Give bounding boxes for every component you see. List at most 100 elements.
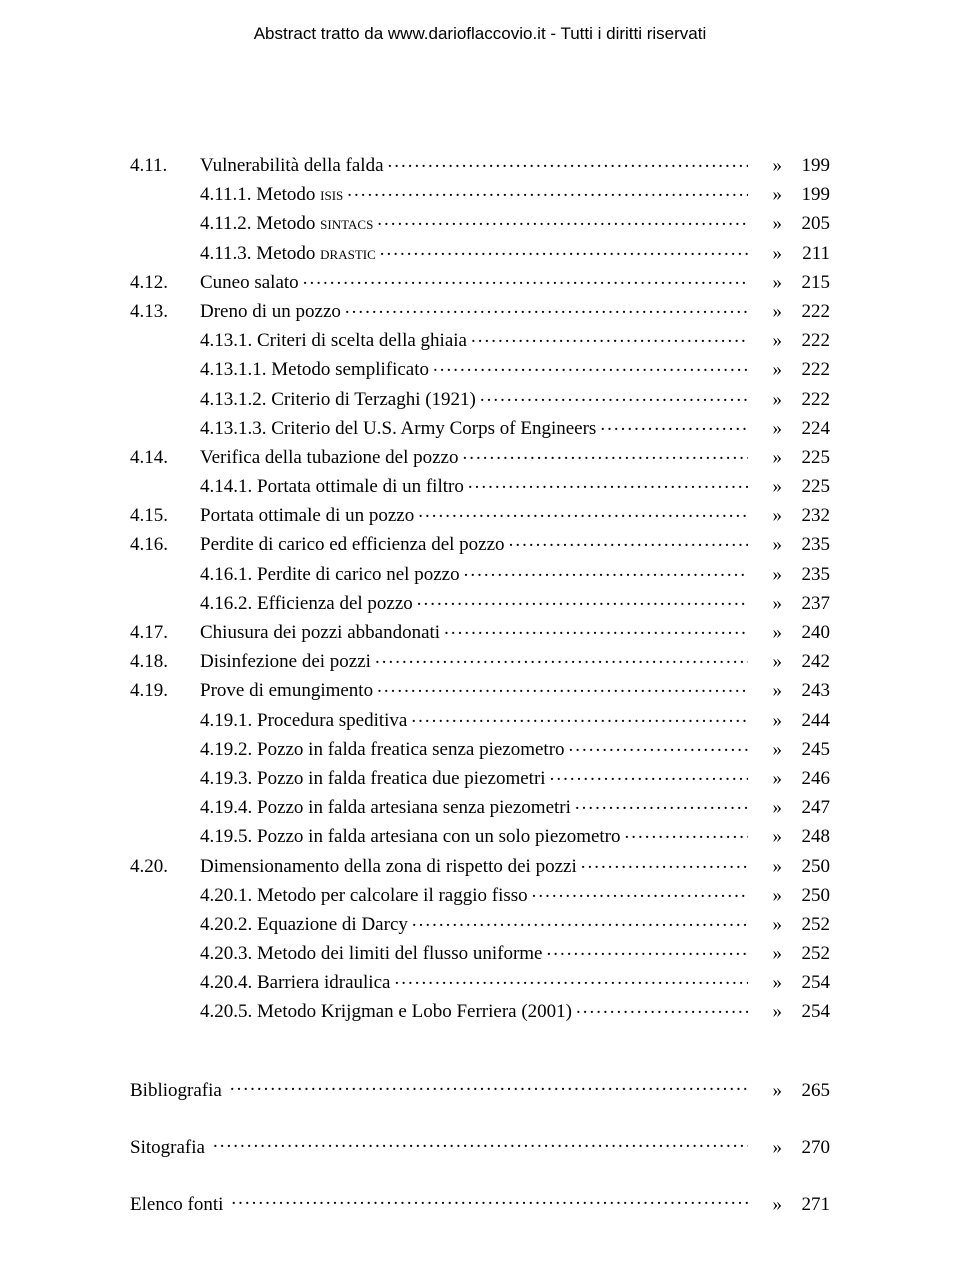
toc-title: Dreno di un pozzo [200, 302, 345, 321]
toc-title: Dimensionamento della zona di rispetto d… [200, 857, 581, 876]
toc-leader-dots [433, 356, 748, 375]
toc-page-number: 205 [782, 214, 830, 233]
toc-leader-dots [532, 882, 748, 901]
toc-title: Cuneo salato [200, 273, 303, 292]
toc-page-symbol: » [748, 711, 782, 730]
toc-page-number: 222 [782, 331, 830, 350]
toc-page-symbol: » [748, 798, 782, 817]
toc-title-text: 4.13.1.1. Metodo semplificato [200, 359, 429, 380]
toc-leader-dots [303, 269, 748, 288]
toc-row: 4.20.4. Barriera idraulica»254 [130, 969, 830, 992]
toc-bottom-label: Sitografia [130, 1137, 213, 1159]
toc-title-text: Disinfezione dei pozzi [200, 651, 371, 672]
toc-leader-dots [468, 473, 748, 492]
toc-title: 4.20.1. Metodo per calcolare il raggio f… [200, 886, 532, 905]
toc-row: 4.13.Dreno di un pozzo »222 [130, 298, 830, 321]
toc-page-symbol: » [748, 740, 782, 759]
toc-title-text: 4.19.1. Procedura speditiva [200, 710, 407, 731]
toc-leader-dots [231, 1191, 748, 1210]
toc-title: Portata ottimale di un pozzo [200, 506, 418, 525]
toc-page-number: 235 [782, 535, 830, 554]
toc-leader-dots [600, 415, 748, 434]
toc-title-smallcaps: isis [320, 184, 343, 205]
toc-title-text: 4.20.5. Metodo Krijgman e Lobo Ferriera … [200, 1001, 572, 1022]
toc-title-text: Dreno di un pozzo [200, 301, 341, 322]
toc-row: 4.11.2. Metodo sintacs»205 [130, 210, 830, 233]
toc-section-number: 4.20. [130, 857, 200, 876]
toc-page-symbol: » [748, 1002, 782, 1021]
toc-page-number: 252 [782, 915, 830, 934]
toc-row: 4.19.5. Pozzo in falda artesiana con un … [130, 823, 830, 846]
toc-leader-dots [547, 940, 749, 959]
toc-leader-dots [418, 502, 748, 521]
toc-section-number: 4.16. [130, 535, 200, 554]
toc-row: 4.14.Verifica della tubazione del pozzo»… [130, 444, 830, 467]
toc-title-text: Portata ottimale di un pozzo [200, 505, 414, 526]
toc-row: 4.16.1. Perdite di carico nel pozzo»235 [130, 561, 830, 584]
toc-title-smallcaps: sintacs [320, 213, 373, 234]
toc-page-symbol: » [748, 244, 782, 263]
toc-page-symbol: » [748, 302, 782, 321]
toc-row: 4.13.1.3. Criterio del U.S. Army Corps o… [130, 415, 830, 438]
toc-page-symbol: » [748, 185, 782, 204]
toc-page-symbol: » [748, 273, 782, 292]
toc-title: 4.19.3. Pozzo in falda freatica due piez… [200, 769, 550, 788]
toc-row: 4.12.Cuneo salato »215 [130, 269, 830, 292]
toc-bottom-label: Elenco fonti [130, 1194, 231, 1216]
toc-page-number: 254 [782, 973, 830, 992]
page: Abstract tratto da www.darioflaccovio.it… [0, 0, 960, 1282]
toc-title-text: 4.16.2. Efficienza del pozzo [200, 593, 413, 614]
toc-section-number: 4.19. [130, 681, 200, 700]
toc-page-symbol: » [748, 827, 782, 846]
toc-page-number: 222 [782, 302, 830, 321]
toc-section-number: 4.13. [130, 302, 200, 321]
toc-row: 4.20.1. Metodo per calcolare il raggio f… [130, 882, 830, 905]
toc-leader-dots [394, 969, 748, 988]
toc-page-number: 245 [782, 740, 830, 759]
toc-page-number: 215 [782, 273, 830, 292]
toc-page-number: 250 [782, 886, 830, 905]
toc-section-number: 4.12. [130, 273, 200, 292]
toc-title: 4.20.2. Equazione di Darcy [200, 915, 412, 934]
toc-page-symbol: » [748, 565, 782, 584]
toc-title-text: 4.20.4. Barriera idraulica [200, 972, 390, 993]
toc-title: Chiusura dei pozzi abbandonati [200, 623, 444, 642]
toc-page-symbol: » [748, 944, 782, 963]
toc-page-symbol: » [748, 886, 782, 905]
toc-leader-dots [375, 648, 748, 667]
toc-title-text: 4.11.2. Metodo [200, 213, 320, 234]
toc-page-number: 232 [782, 506, 830, 525]
toc-leader-dots [464, 561, 748, 580]
toc-page-number: 244 [782, 711, 830, 730]
toc-title: 4.19.2. Pozzo in falda freatica senza pi… [200, 740, 569, 759]
toc-row: 4.11.3. Metodo drastic»211 [130, 240, 830, 263]
toc-page-number: 270 [782, 1137, 830, 1159]
toc-leader-dots [625, 823, 748, 842]
toc-title-smallcaps: drastic [320, 243, 376, 264]
toc-row: 4.13.1.1. Metodo semplificato»222 [130, 356, 830, 379]
toc-row: 4.19.3. Pozzo in falda freatica due piez… [130, 765, 830, 788]
toc-page-number: 199 [782, 156, 830, 175]
toc-title-text: 4.19.2. Pozzo in falda freatica senza pi… [200, 739, 565, 760]
toc-page-number: 225 [782, 477, 830, 496]
toc-title: 4.16.2. Efficienza del pozzo [200, 594, 417, 613]
toc-row: 4.13.1.2. Criterio di Terzaghi (1921)»22… [130, 386, 830, 409]
toc-page-symbol: » [748, 156, 782, 175]
toc-title-text: Verifica della tubazione del pozzo [200, 447, 459, 468]
toc-section-number: 4.15. [130, 506, 200, 525]
toc-title-text: Prove di emungimento [200, 680, 373, 701]
toc-bottom-label: Bibliografia [130, 1080, 230, 1102]
toc-leader-dots [345, 298, 748, 317]
toc-page-number: 248 [782, 827, 830, 846]
toc-page-number: 235 [782, 565, 830, 584]
toc-row: 4.19.4. Pozzo in falda artesiana senza p… [130, 794, 830, 817]
toc-page-number: 271 [782, 1194, 830, 1216]
toc-leader-dots [412, 911, 748, 930]
toc-title: 4.20.4. Barriera idraulica [200, 973, 394, 992]
toc-title-text: Vulnerabilità della falda [200, 155, 384, 176]
toc-title-text: 4.20.2. Equazione di Darcy [200, 914, 408, 935]
toc-title-text: 4.11.3. Metodo [200, 243, 320, 264]
toc-title-text: 4.13.1.3. Criterio del U.S. Army Corps o… [200, 418, 596, 439]
toc-page-symbol: » [748, 769, 782, 788]
toc-row: 4.18.Disinfezione dei pozzi»242 [130, 648, 830, 671]
